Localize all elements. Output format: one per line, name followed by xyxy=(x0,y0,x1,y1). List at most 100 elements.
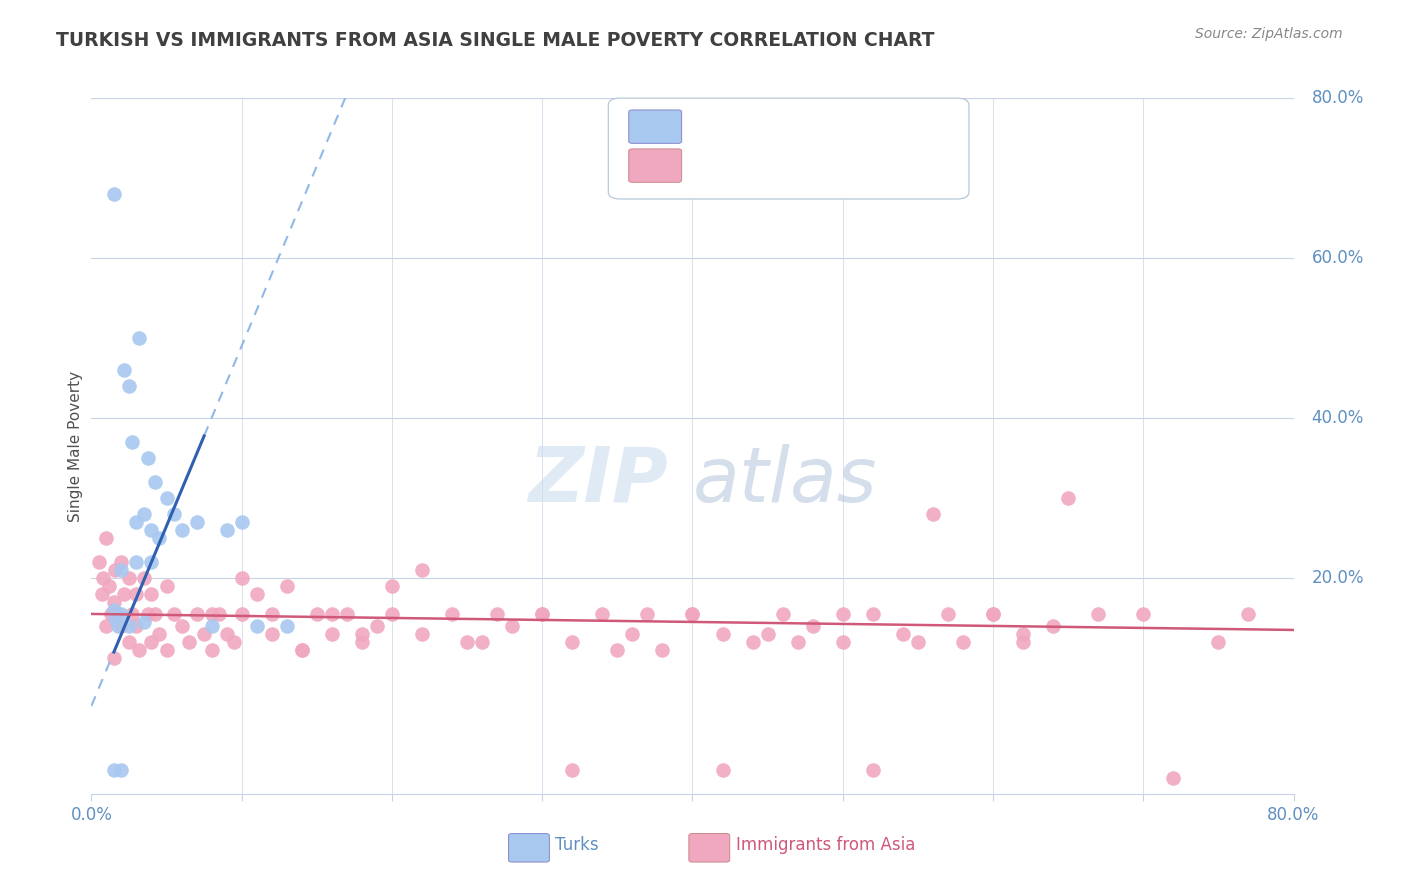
Point xyxy=(132,571,155,585)
Point xyxy=(114,363,136,377)
Text: ZIP: ZIP xyxy=(529,444,668,517)
Point xyxy=(143,607,166,621)
Point xyxy=(350,627,373,641)
Point xyxy=(110,619,132,633)
Point xyxy=(110,563,132,577)
Point xyxy=(93,571,115,585)
Point xyxy=(215,627,238,641)
Point xyxy=(121,435,143,450)
Point xyxy=(1042,619,1064,633)
Point xyxy=(208,607,231,621)
Point xyxy=(118,379,141,393)
Point xyxy=(103,595,125,609)
Point xyxy=(681,607,703,621)
Point xyxy=(90,587,112,601)
Point xyxy=(711,627,734,641)
Point xyxy=(201,643,224,657)
Point xyxy=(501,619,523,633)
Point xyxy=(291,643,314,657)
Y-axis label: Single Male Poverty: Single Male Poverty xyxy=(67,370,83,522)
Point xyxy=(132,615,155,629)
Point xyxy=(486,607,509,621)
Point xyxy=(1087,607,1109,621)
Point xyxy=(741,635,763,649)
Text: Source: ZipAtlas.com: Source: ZipAtlas.com xyxy=(1195,27,1343,41)
FancyBboxPatch shape xyxy=(628,149,682,182)
Point xyxy=(141,635,163,649)
Point xyxy=(148,531,170,545)
Point xyxy=(801,619,824,633)
Text: TURKISH VS IMMIGRANTS FROM ASIA SINGLE MALE POVERTY CORRELATION CHART: TURKISH VS IMMIGRANTS FROM ASIA SINGLE M… xyxy=(56,31,935,50)
Point xyxy=(1237,607,1260,621)
Point xyxy=(104,563,127,577)
Point xyxy=(276,579,298,593)
Point xyxy=(215,523,238,537)
Point xyxy=(1057,491,1080,505)
Text: R =  0.490   N=  31: R = 0.490 N= 31 xyxy=(692,125,855,143)
Point xyxy=(186,607,208,621)
FancyBboxPatch shape xyxy=(609,98,969,199)
Point xyxy=(110,607,132,621)
Point xyxy=(440,607,463,621)
Point xyxy=(125,515,148,529)
Point xyxy=(118,619,141,633)
Point xyxy=(170,523,193,537)
Point xyxy=(128,331,150,345)
Point xyxy=(121,607,143,621)
Point xyxy=(96,619,118,633)
Point xyxy=(128,643,150,657)
Point xyxy=(772,607,794,621)
Point xyxy=(186,515,208,529)
Point xyxy=(862,763,884,777)
Point xyxy=(110,555,132,569)
Text: 20.0%: 20.0% xyxy=(1312,569,1364,587)
Point xyxy=(531,607,554,621)
FancyBboxPatch shape xyxy=(689,833,730,862)
Point xyxy=(231,571,253,585)
Point xyxy=(471,635,494,649)
Point xyxy=(981,607,1004,621)
Point xyxy=(141,523,163,537)
Point xyxy=(561,635,583,649)
Text: 40.0%: 40.0% xyxy=(1312,409,1364,427)
Point xyxy=(201,607,224,621)
Point xyxy=(138,450,160,465)
Point xyxy=(636,607,658,621)
Point xyxy=(651,643,673,657)
Point xyxy=(891,627,914,641)
Point xyxy=(711,763,734,777)
Point xyxy=(246,619,269,633)
Text: Immigrants from Asia: Immigrants from Asia xyxy=(735,836,915,854)
Point xyxy=(621,627,644,641)
Point xyxy=(231,607,253,621)
Point xyxy=(118,635,141,649)
Point xyxy=(125,587,148,601)
Point xyxy=(141,587,163,601)
Point xyxy=(411,627,433,641)
Point xyxy=(141,555,163,569)
FancyBboxPatch shape xyxy=(509,833,550,862)
Point xyxy=(862,607,884,621)
Point xyxy=(681,607,703,621)
Point xyxy=(132,507,155,521)
Point xyxy=(104,611,127,625)
Point xyxy=(591,607,613,621)
Point xyxy=(96,531,118,545)
Point xyxy=(350,635,373,649)
Point xyxy=(1012,627,1035,641)
Text: R = -0.062   N = 100: R = -0.062 N = 100 xyxy=(692,163,866,181)
Text: 80.0%: 80.0% xyxy=(1312,89,1364,107)
Point xyxy=(138,607,160,621)
Point xyxy=(177,635,200,649)
Point xyxy=(922,507,945,521)
Point xyxy=(1161,771,1184,785)
Point xyxy=(336,607,359,621)
Point xyxy=(155,579,177,593)
Point xyxy=(831,635,853,649)
Point xyxy=(305,607,328,621)
Point xyxy=(163,607,186,621)
Point xyxy=(125,555,148,569)
Point xyxy=(224,635,246,649)
FancyBboxPatch shape xyxy=(628,110,682,144)
Point xyxy=(163,507,186,521)
